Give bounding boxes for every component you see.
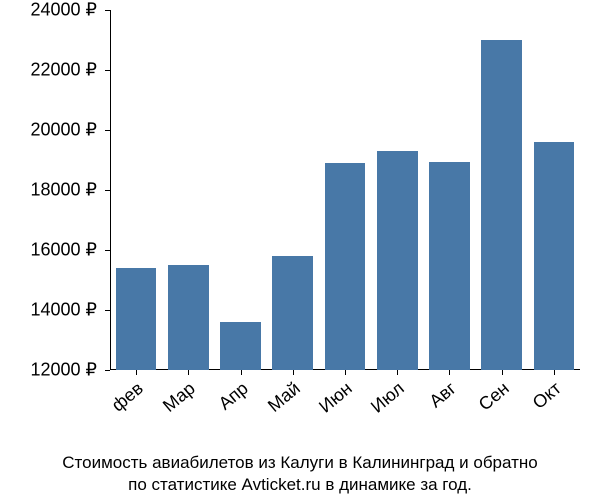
x-tick-label: фев — [108, 378, 148, 416]
y-axis-line — [110, 10, 111, 370]
x-tick-mark — [397, 370, 398, 375]
y-tick-label: 14000 ₽ — [30, 300, 97, 321]
x-tick-label: Апр — [214, 378, 252, 415]
y-tick-label: 22000 ₽ — [30, 60, 97, 81]
bar — [220, 322, 261, 370]
x-tick-mark — [554, 370, 555, 375]
bar — [429, 162, 470, 371]
y-tick-label: 20000 ₽ — [30, 120, 97, 141]
x-axis: фев Мар Апр Май Июн Июл Авг Сен Окт — [110, 370, 580, 450]
caption-line-1: Стоимость авиабилетов из Калуги в Калини… — [0, 452, 600, 474]
x-tick-label: Авг — [426, 378, 461, 412]
y-tick-mark — [105, 250, 110, 251]
chart-caption: Стоимость авиабилетов из Калуги в Калини… — [0, 452, 600, 496]
y-tick-label: 24000 ₽ — [30, 0, 97, 21]
x-tick-label: Май — [264, 378, 305, 417]
y-tick-label: 12000 ₽ — [30, 360, 97, 381]
bar — [481, 40, 522, 370]
x-tick-mark — [136, 370, 137, 375]
y-tick-mark — [105, 130, 110, 131]
bar — [534, 142, 575, 370]
chart-container: 12000 ₽ 14000 ₽ 16000 ₽ 18000 ₽ 20000 ₽ 22000… — [0, 0, 600, 500]
y-axis: 12000 ₽14000 ₽16000 ₽18000 ₽20000 ₽22000… — [0, 10, 105, 370]
x-tick-label: Сен — [474, 378, 513, 415]
x-tick-mark — [345, 370, 346, 375]
bar — [377, 151, 418, 370]
y-tick-mark — [105, 70, 110, 71]
y-tick-mark — [105, 310, 110, 311]
y-tick-mark — [105, 190, 110, 191]
x-tick-mark — [449, 370, 450, 375]
bar — [272, 256, 313, 370]
x-tick-mark — [188, 370, 189, 375]
bar — [168, 265, 209, 370]
x-tick-label: Июл — [367, 378, 408, 418]
x-tick-label: Июн — [315, 378, 356, 417]
x-tick-label: Мар — [159, 378, 199, 417]
y-tick-mark — [105, 370, 110, 371]
x-tick-mark — [241, 370, 242, 375]
bar — [325, 163, 366, 370]
y-tick-mark — [105, 10, 110, 11]
x-tick-label: Окт — [529, 378, 566, 414]
caption-line-2: по статистике Avticket.ru в динамике за … — [0, 474, 600, 496]
plot-area — [110, 10, 580, 370]
x-tick-mark — [293, 370, 294, 375]
x-tick-mark — [502, 370, 503, 375]
y-tick-label: 16000 ₽ — [30, 240, 97, 261]
bar — [116, 268, 157, 370]
y-tick-label: 18000 ₽ — [30, 180, 97, 201]
